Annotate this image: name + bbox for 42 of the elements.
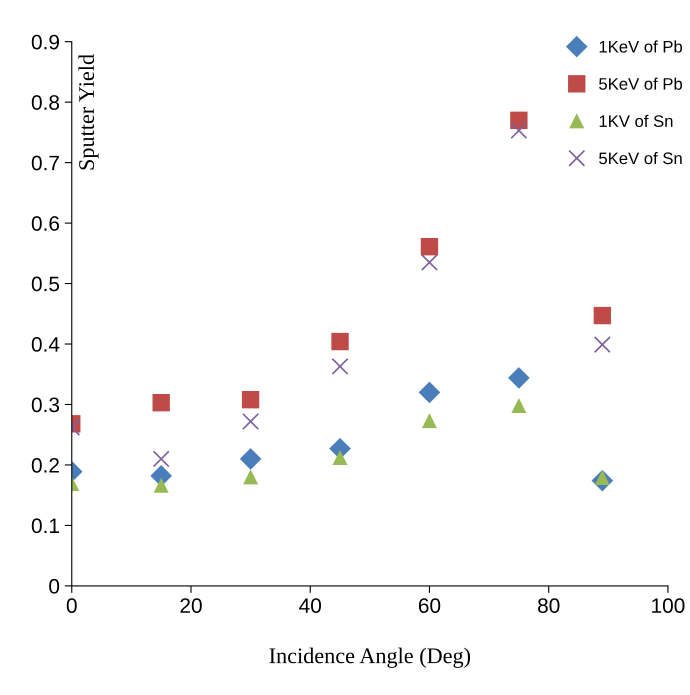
point <box>594 306 612 324</box>
point <box>594 336 611 354</box>
legend-label: 5KeV of Pb <box>599 78 682 90</box>
point <box>510 112 528 129</box>
legend-label: 1KeV of Pb <box>600 40 682 53</box>
point <box>508 367 530 389</box>
y-tick-label: 0.9 <box>32 34 59 50</box>
point <box>242 390 260 408</box>
y-tick-label: 0.7 <box>32 156 59 170</box>
x-tick-label: 20 <box>180 598 202 613</box>
x-tick-label: 100 <box>652 598 684 613</box>
point <box>332 358 349 375</box>
y-tick-label: 0.4 <box>32 337 60 352</box>
point <box>420 238 438 256</box>
point <box>510 122 528 140</box>
point <box>512 398 526 413</box>
y-tick-label: 0.3 <box>32 397 60 412</box>
point <box>243 470 258 484</box>
point <box>331 332 349 350</box>
y-tick-label: 0.5 <box>32 276 60 292</box>
point <box>152 450 170 468</box>
x-tick-label: 0 <box>66 598 77 613</box>
y-tick-label: 0.2 <box>32 458 59 473</box>
y-tick-label: 0 <box>49 578 60 594</box>
point <box>422 414 437 428</box>
y-tick-label: 0.8 <box>32 95 60 110</box>
legend-label: 1KV of Sn <box>600 114 672 128</box>
x-tick-label: 80 <box>538 598 560 613</box>
point <box>332 450 348 465</box>
x-axis-title: Incidence Angle (Deg) <box>269 648 470 668</box>
legend-label: 5KeV of Sn <box>599 152 682 164</box>
point <box>242 412 260 430</box>
point <box>418 382 440 404</box>
point <box>154 478 168 493</box>
y-axis-title: Sputter Yield <box>78 54 99 170</box>
y-tick-label: 0.1 <box>32 518 59 534</box>
point <box>240 448 262 470</box>
x-tick-label: 40 <box>299 598 321 613</box>
x-tick-label: 60 <box>418 598 440 613</box>
y-tick-label: 0.6 <box>32 216 60 231</box>
point <box>420 254 438 271</box>
point <box>152 394 170 412</box>
